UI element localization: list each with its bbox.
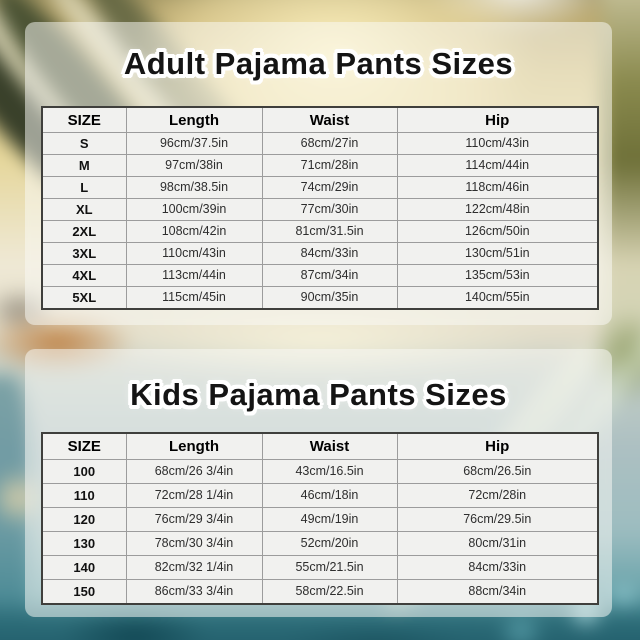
table-row: 3XL 110cm/43in 84cm/33in 130cm/51in — [41, 242, 599, 265]
waist-cell: 43cm/16.5in — [261, 459, 398, 484]
table-row: 4XL 113cm/44in 87cm/34in 135cm/53in — [41, 264, 599, 287]
length-cell: 98cm/38.5in — [125, 176, 263, 199]
length-cell: 72cm/28 1/4in — [125, 483, 263, 508]
col-header-size: SIZE — [41, 432, 127, 460]
length-cell: 110cm/43in — [125, 242, 263, 265]
waist-cell: 52cm/20in — [261, 531, 398, 556]
header-row: SIZE Length Waist Hip — [41, 432, 599, 460]
length-cell: 68cm/26 3/4in — [125, 459, 263, 484]
waist-cell: 74cm/29in — [261, 176, 398, 199]
hip-cell: 135cm/53in — [396, 264, 599, 287]
length-cell: 113cm/44in — [125, 264, 263, 287]
table-row: S 96cm/37.5in 68cm/27in 110cm/43in — [41, 132, 599, 155]
size-cell: 2XL — [41, 220, 127, 243]
size-cell: M — [41, 154, 127, 177]
adult-panel: Adult Pajama Pants Sizes SIZE Length Wai… — [25, 22, 612, 325]
size-cell: 110 — [41, 483, 127, 508]
hip-cell: 118cm/46in — [396, 176, 599, 199]
waist-cell: 58cm/22.5in — [261, 579, 398, 605]
col-header-hip: Hip — [396, 106, 599, 133]
length-cell: 78cm/30 3/4in — [125, 531, 263, 556]
adult-title: Adult Pajama Pants Sizes — [123, 46, 514, 81]
kids-size-table: SIZE Length Waist Hip 100 68cm/26 3/4in … — [41, 432, 599, 605]
length-cell: 96cm/37.5in — [125, 132, 263, 155]
size-cell: L — [41, 176, 127, 199]
size-cell: 5XL — [41, 286, 127, 310]
waist-cell: 84cm/33in — [261, 242, 398, 265]
size-cell: 4XL — [41, 264, 127, 287]
length-cell: 100cm/39in — [125, 198, 263, 221]
size-cell: 140 — [41, 555, 127, 580]
hip-cell: 72cm/28in — [396, 483, 599, 508]
kids-panel: Kids Pajama Pants Sizes SIZE Length Wais… — [25, 349, 612, 617]
table-row: 130 78cm/30 3/4in 52cm/20in 80cm/31in — [41, 531, 599, 556]
waist-cell: 68cm/27in — [261, 132, 398, 155]
waist-cell: 71cm/28in — [261, 154, 398, 177]
bg-bokeh — [612, 584, 636, 608]
table-row: 2XL 108cm/42in 81cm/31.5in 126cm/50in — [41, 220, 599, 243]
waist-cell: 81cm/31.5in — [261, 220, 398, 243]
col-header-waist: Waist — [261, 432, 398, 460]
size-cell: XL — [41, 198, 127, 221]
adult-size-table: SIZE Length Waist Hip S 96cm/37.5in 68cm… — [41, 106, 599, 310]
hip-cell: 126cm/50in — [396, 220, 599, 243]
size-cell: S — [41, 132, 127, 155]
length-cell: 76cm/29 3/4in — [125, 507, 263, 532]
header-row: SIZE Length Waist Hip — [41, 106, 599, 133]
table-row: 110 72cm/28 1/4in 46cm/18in 72cm/28in — [41, 483, 599, 508]
hip-cell: 80cm/31in — [396, 531, 599, 556]
table-row: 140 82cm/32 1/4in 55cm/21.5in 84cm/33in — [41, 555, 599, 580]
waist-cell: 77cm/30in — [261, 198, 398, 221]
hip-cell: 76cm/29.5in — [396, 507, 599, 532]
col-header-waist: Waist — [261, 106, 398, 133]
bg-bokeh — [280, 622, 470, 640]
col-header-length: Length — [125, 432, 263, 460]
waist-cell: 55cm/21.5in — [261, 555, 398, 580]
table-row: 100 68cm/26 3/4in 43cm/16.5in 68cm/26.5i… — [41, 459, 599, 484]
hip-cell: 140cm/55in — [396, 286, 599, 310]
hip-cell: 84cm/33in — [396, 555, 599, 580]
col-header-size: SIZE — [41, 106, 127, 133]
waist-cell: 49cm/19in — [261, 507, 398, 532]
waist-cell: 90cm/35in — [261, 286, 398, 310]
length-cell: 86cm/33 3/4in — [125, 579, 263, 605]
table-row: 5XL 115cm/45in 90cm/35in 140cm/55in — [41, 286, 599, 310]
waist-cell: 87cm/34in — [261, 264, 398, 287]
size-cell: 100 — [41, 459, 127, 484]
length-cell: 97cm/38in — [125, 154, 263, 177]
hip-cell: 130cm/51in — [396, 242, 599, 265]
size-cell: 130 — [41, 531, 127, 556]
hip-cell: 68cm/26.5in — [396, 459, 599, 484]
hip-cell: 110cm/43in — [396, 132, 599, 155]
hip-cell: 122cm/48in — [396, 198, 599, 221]
size-cell: 150 — [41, 579, 127, 605]
table-row: L 98cm/38.5in 74cm/29in 118cm/46in — [41, 176, 599, 199]
hip-cell: 114cm/44in — [396, 154, 599, 177]
table-row: M 97cm/38in 71cm/28in 114cm/44in — [41, 154, 599, 177]
waist-cell: 46cm/18in — [261, 483, 398, 508]
table-row: XL 100cm/39in 77cm/30in 122cm/48in — [41, 198, 599, 221]
length-cell: 108cm/42in — [125, 220, 263, 243]
table-row: 120 76cm/29 3/4in 49cm/19in 76cm/29.5in — [41, 507, 599, 532]
col-header-length: Length — [125, 106, 263, 133]
kids-title: Kids Pajama Pants Sizes — [130, 377, 507, 412]
hip-cell: 88cm/34in — [396, 579, 599, 605]
length-cell: 115cm/45in — [125, 286, 263, 310]
length-cell: 82cm/32 1/4in — [125, 555, 263, 580]
table-row: 150 86cm/33 3/4in 58cm/22.5in 88cm/34in — [41, 579, 599, 605]
col-header-hip: Hip — [396, 432, 599, 460]
size-cell: 120 — [41, 507, 127, 532]
size-cell: 3XL — [41, 242, 127, 265]
